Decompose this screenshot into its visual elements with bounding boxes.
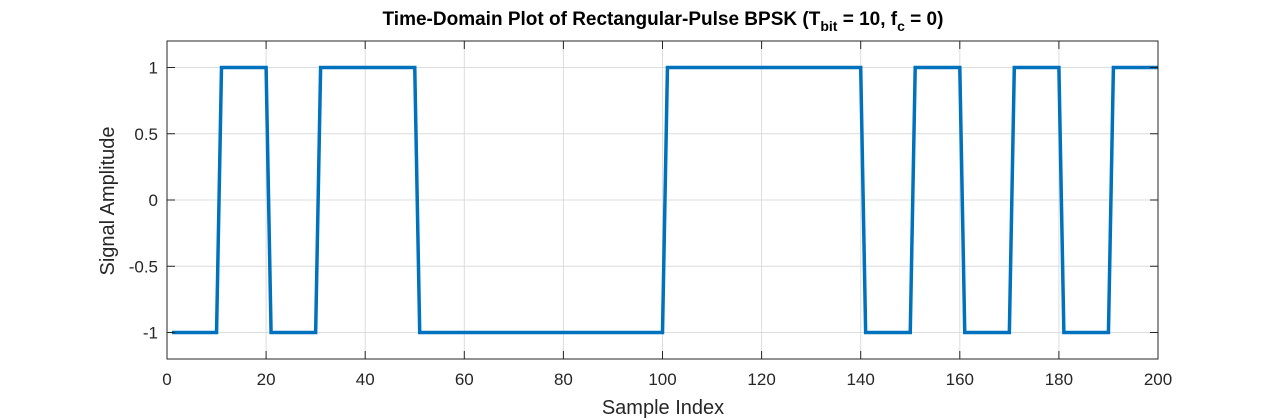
x-tick-label: 20 xyxy=(257,370,276,389)
x-tick-label: 200 xyxy=(1144,370,1172,389)
title-subscript-c: c xyxy=(897,18,905,34)
title-end: = 0) xyxy=(905,9,944,30)
title-subscript-bit: bit xyxy=(820,18,837,34)
x-tick-label: 180 xyxy=(1045,370,1073,389)
x-tick-label: 100 xyxy=(648,370,676,389)
ticks: 0 20 40 60 80 100 120 140 160 180 200 -1 -0.5 0 0.5 1 xyxy=(129,41,1172,389)
y-tick-label: 0.5 xyxy=(134,125,158,144)
x-tick-label: 60 xyxy=(455,370,474,389)
title-middle: = 10, f xyxy=(837,9,897,30)
x-axis-label: Sample Index xyxy=(602,397,724,419)
series-layer xyxy=(171,65,1158,335)
series-line xyxy=(171,65,1158,335)
y-axis-label: Signal Amplitude xyxy=(97,127,119,276)
x-tick-label: 120 xyxy=(747,370,775,389)
y-tick-label: -1 xyxy=(143,324,158,343)
x-tick-label: 40 xyxy=(356,370,375,389)
chart-title: Time-Domain Plot of Rectangular-Pulse BP… xyxy=(383,9,944,34)
x-tick-label: 160 xyxy=(946,370,974,389)
y-tick-label: 1 xyxy=(149,59,158,78)
x-tick-label: 80 xyxy=(554,370,573,389)
y-tick-label: -0.5 xyxy=(129,257,158,276)
x-tick-label: 0 xyxy=(162,370,171,389)
x-tick-label: 140 xyxy=(847,370,875,389)
title-main: Time-Domain Plot of Rectangular-Pulse BP… xyxy=(383,9,821,30)
y-tick-label: 0 xyxy=(149,191,158,210)
